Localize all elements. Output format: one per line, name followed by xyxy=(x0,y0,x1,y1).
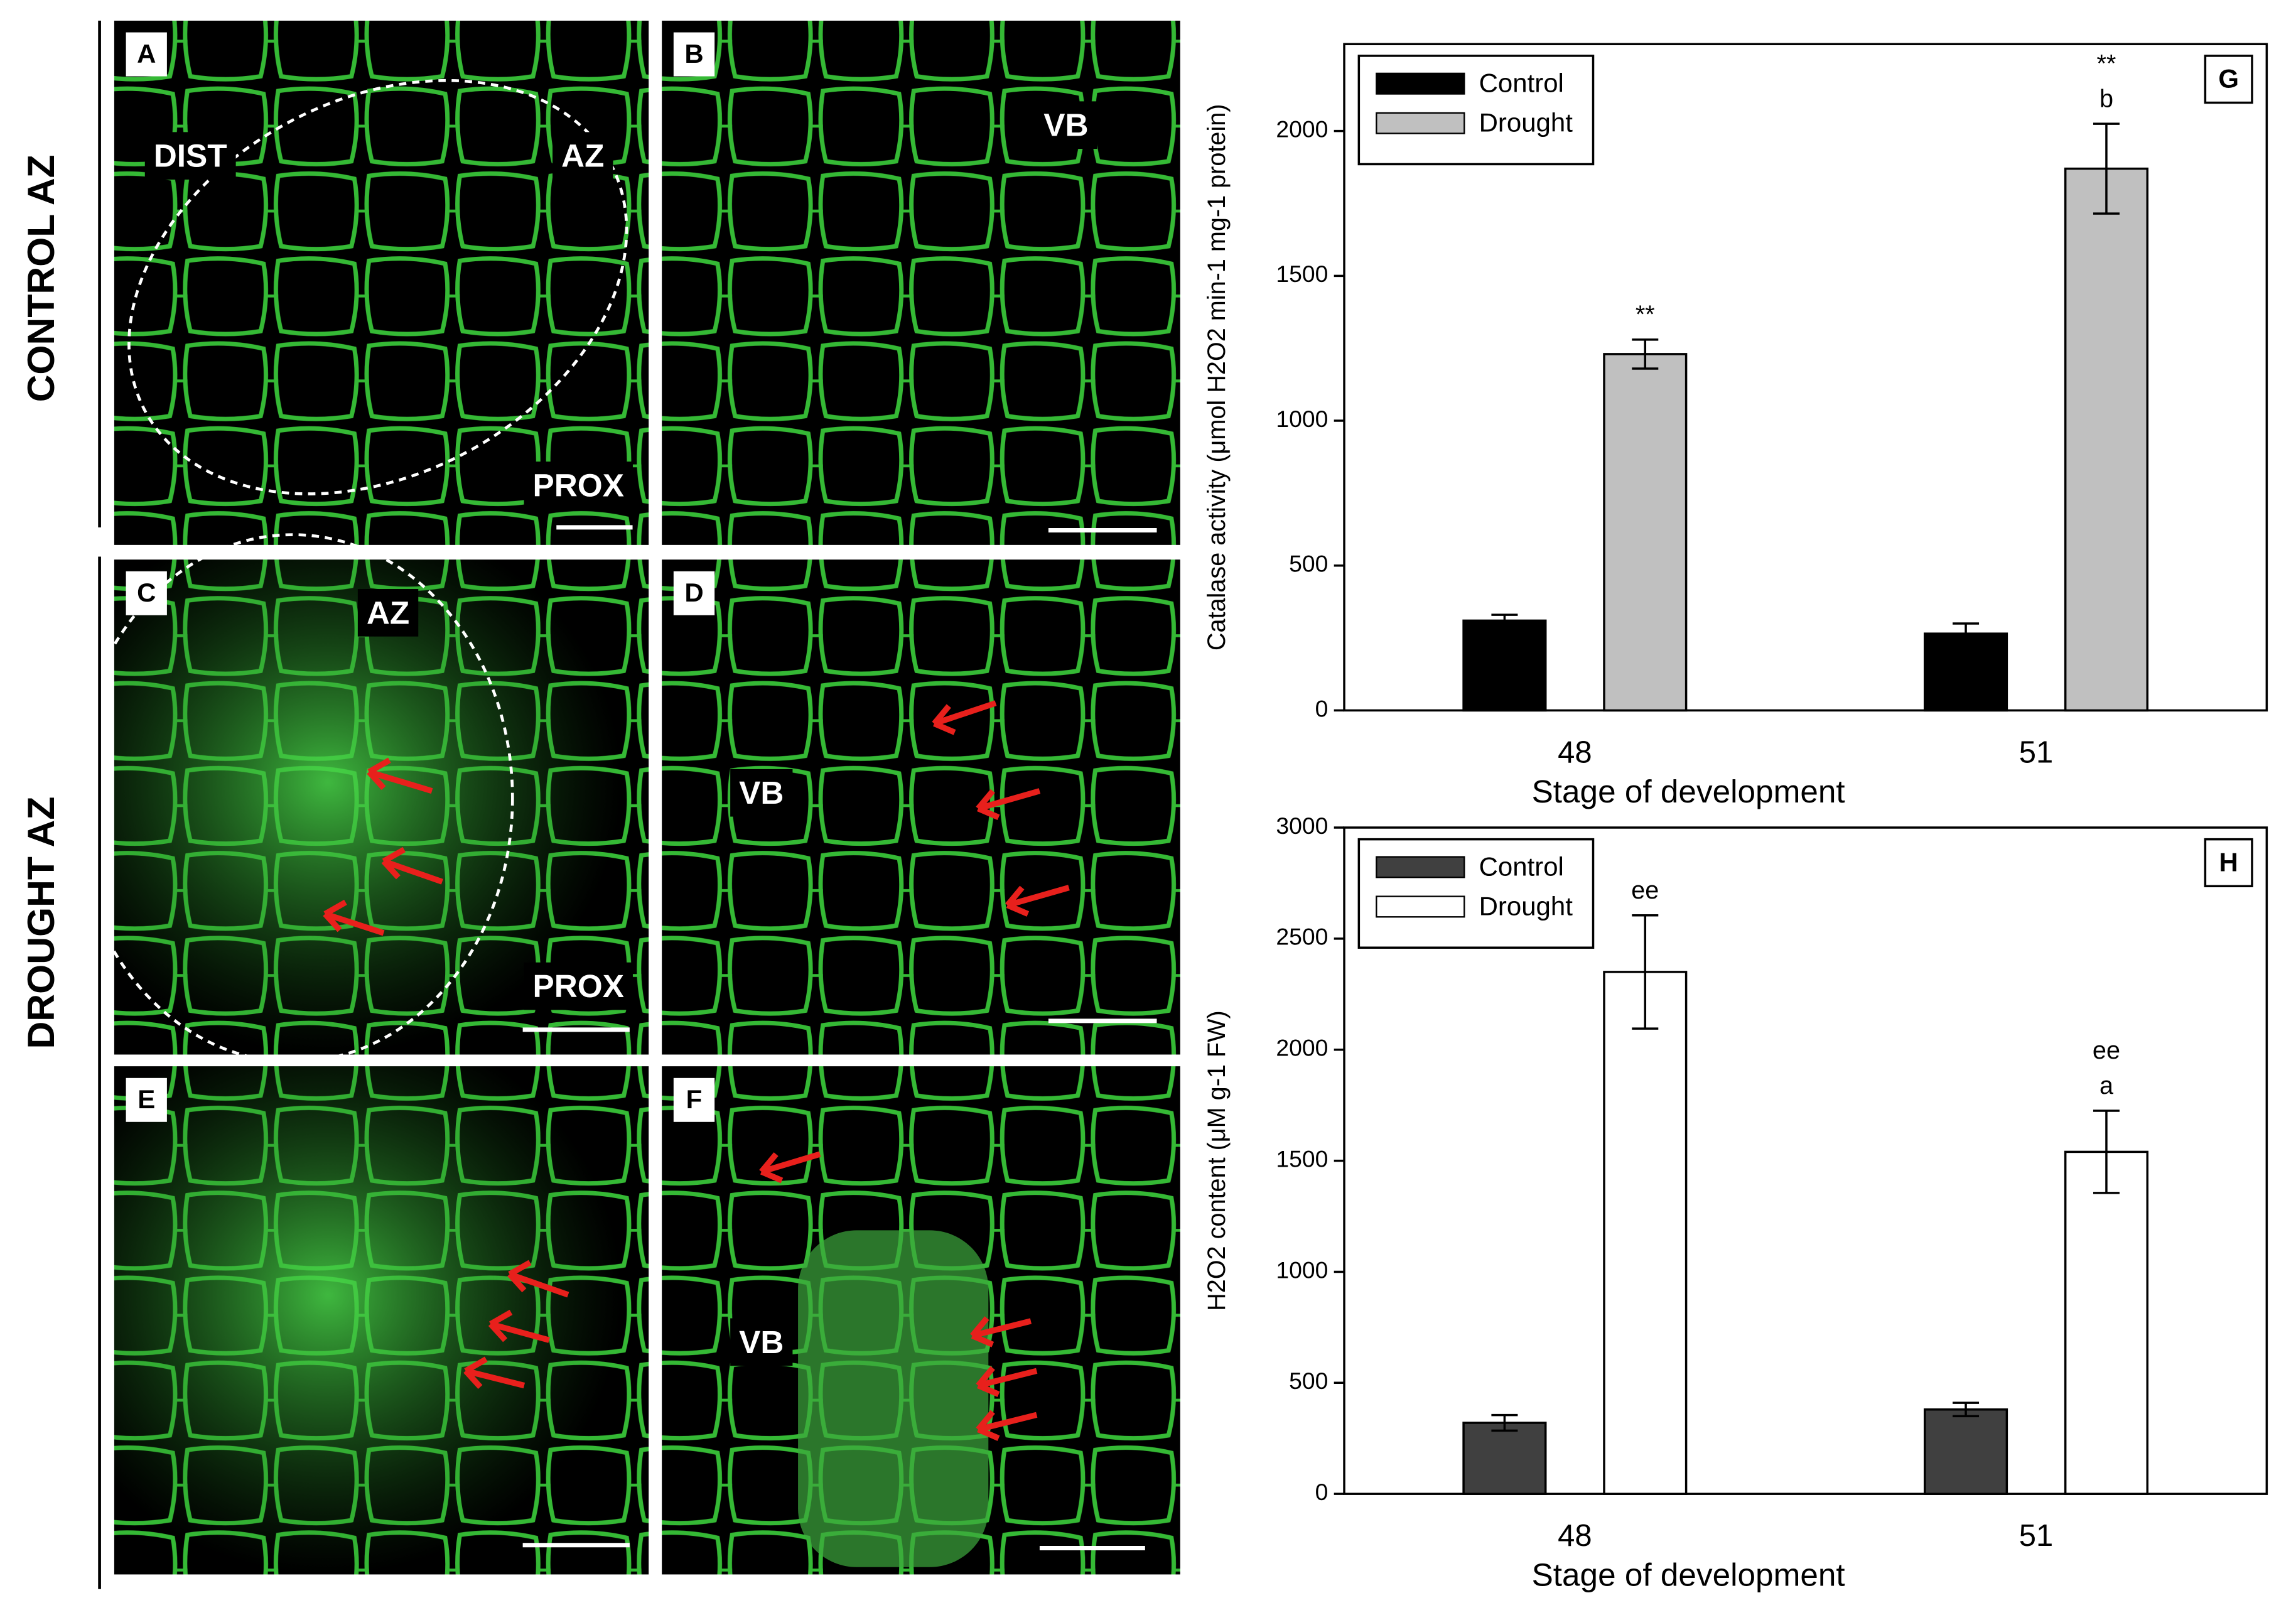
region-label-box xyxy=(524,462,633,509)
y-tick-label: 2000 xyxy=(1276,116,1328,142)
panel-letter: F xyxy=(686,1084,703,1114)
row-label: DROUGHT AZ xyxy=(19,797,62,1049)
region-label: VB xyxy=(1043,107,1088,143)
region-label: PROX xyxy=(533,467,624,503)
legend-swatch xyxy=(1376,112,1465,134)
significance-label: ** xyxy=(1636,301,1655,328)
az-outline xyxy=(72,533,514,1064)
y-tick-label: 3000 xyxy=(1276,813,1328,839)
y-axis-label: Catalase activity (μmol H2O2 min-1 mg-1 … xyxy=(1203,104,1231,651)
error-bar xyxy=(1491,1413,1518,1432)
panel-letter: H xyxy=(2219,847,2238,877)
micrographs xyxy=(72,20,1180,1589)
error-bar xyxy=(1491,613,1518,628)
legend-label: Control xyxy=(1479,851,1564,881)
bar xyxy=(1603,353,1688,712)
region-label: AZ xyxy=(561,138,604,174)
error-bar xyxy=(2093,122,2120,215)
region-label: VB xyxy=(739,775,784,811)
region-label: PROX xyxy=(533,968,624,1004)
error-bar xyxy=(1953,1401,1980,1418)
panel-letter-box xyxy=(2204,838,2253,888)
x-axis-label: Stage of development xyxy=(1532,774,1845,809)
bar xyxy=(1462,1422,1547,1495)
panel-letter: G xyxy=(2218,64,2239,94)
panel-letter-box xyxy=(126,32,167,77)
bar xyxy=(2064,167,2149,712)
panel-letter-box xyxy=(126,1077,167,1122)
y-tick-label: 1500 xyxy=(1276,1145,1328,1172)
error-bar xyxy=(1953,622,1980,645)
region-label-box xyxy=(144,132,236,180)
legend-swatch xyxy=(1376,856,1465,878)
y-tick-label: 2000 xyxy=(1276,1035,1328,1061)
legend-swatch xyxy=(1376,72,1465,95)
legend-swatch xyxy=(1376,895,1465,918)
bar xyxy=(1603,971,1688,1495)
significance-label: ee xyxy=(2093,1037,2120,1064)
region-label-box xyxy=(524,962,633,1010)
panel-letter-box xyxy=(673,1077,715,1122)
region-label-box xyxy=(1035,101,1097,149)
region-label-box xyxy=(552,132,613,180)
x-tick-label: 48 xyxy=(1558,1519,1592,1553)
region-label: VB xyxy=(739,1324,784,1360)
micrograph-signal xyxy=(798,1230,989,1567)
legend-label: Control xyxy=(1479,68,1564,98)
bar xyxy=(1924,1408,2008,1495)
y-tick-label: 1500 xyxy=(1276,261,1328,287)
panel-letter: E xyxy=(137,1084,155,1114)
micrograph-signal xyxy=(114,1066,649,1575)
bar xyxy=(2064,1150,2149,1495)
bar xyxy=(1924,632,2008,712)
panel-letter: A xyxy=(137,39,156,68)
panel-letter-box xyxy=(673,32,715,77)
panel-letter: D xyxy=(684,578,703,607)
error-bar xyxy=(1632,338,1659,370)
micrograph xyxy=(114,20,649,545)
bar xyxy=(1462,619,1547,712)
region-label: AZ xyxy=(367,595,409,630)
scale-bars xyxy=(522,525,1157,1550)
y-tick-label: 0 xyxy=(1315,1479,1329,1505)
y-axis-label: H2O2 content (μM g-1 FW) xyxy=(1203,1010,1231,1311)
x-tick-label: 51 xyxy=(2019,1519,2053,1553)
region-label-box xyxy=(357,589,419,637)
y-tick-label: 1000 xyxy=(1276,1256,1328,1283)
panel-letter-box xyxy=(673,571,715,615)
arrows xyxy=(323,700,1070,1441)
y-tick-label: 500 xyxy=(1289,1368,1328,1394)
legend-label: Drought xyxy=(1479,108,1573,138)
error-bar xyxy=(2093,1110,2120,1194)
x-axis-label: Stage of development xyxy=(1532,1557,1845,1593)
error-bar xyxy=(1632,914,1659,1030)
significance-label: b xyxy=(2099,85,2113,112)
region-label-box xyxy=(730,769,793,817)
y-tick-label: 500 xyxy=(1289,551,1328,577)
row-label: CONTROL AZ xyxy=(19,154,62,402)
significance-label: ** xyxy=(2097,50,2116,77)
x-tick-label: 51 xyxy=(2019,735,2053,769)
y-tick-label: 1000 xyxy=(1276,406,1328,432)
significance-label: a xyxy=(2099,1072,2114,1099)
y-tick-label: 0 xyxy=(1315,695,1329,721)
significance-label: ee xyxy=(1631,877,1659,904)
panel-letter: C xyxy=(137,578,156,607)
region-label-box xyxy=(730,1318,793,1366)
panel-letter-box xyxy=(2204,55,2253,104)
panel-letter-box xyxy=(126,571,167,615)
legend-label: Drought xyxy=(1479,891,1573,921)
x-tick-label: 48 xyxy=(1558,735,1592,769)
panel-letter: B xyxy=(684,39,703,68)
y-tick-label: 2500 xyxy=(1276,924,1328,950)
region-label: DIST xyxy=(154,138,227,174)
micrograph xyxy=(662,20,1180,545)
